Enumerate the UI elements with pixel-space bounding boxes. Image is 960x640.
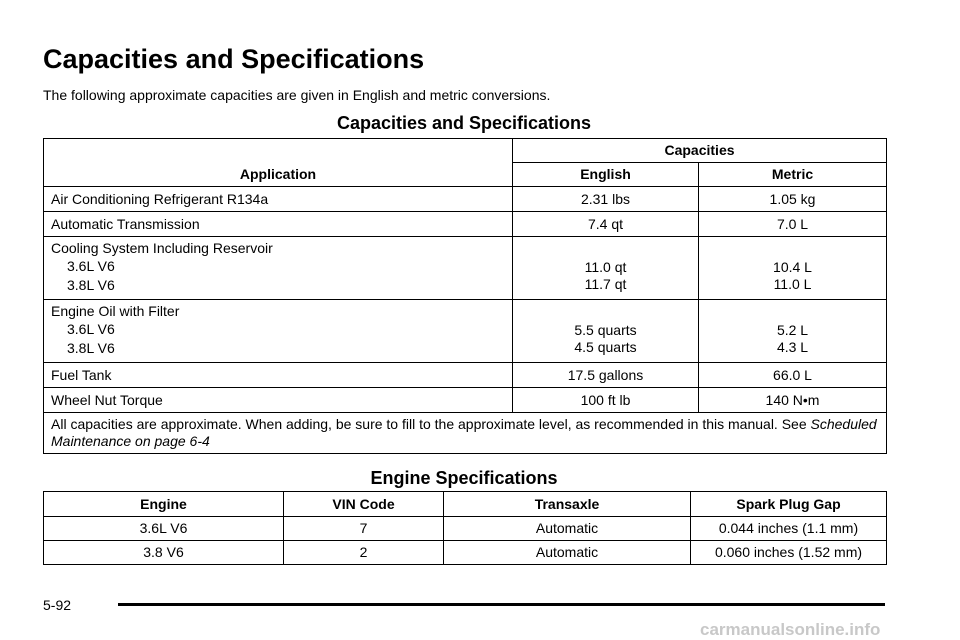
table-title: Capacities and Specifications [336, 113, 592, 133]
english-value: 4.5 quarts [574, 339, 637, 355]
intro: The following approximate capacities are… [43, 87, 551, 103]
cell: 3.8 V6 [43, 540, 284, 565]
metric-cell: 5.2 L 4.3 L [697, 299, 888, 363]
cell: 7 [283, 516, 444, 541]
table-row: Wheel Nut Torque 100 ft lb 140 N•m [43, 387, 888, 413]
application: Engine Oil with Filter [51, 303, 180, 319]
english-cell: 5.5 quarts 4.5 quarts [512, 299, 699, 363]
metric-value: 5.2 L [776, 322, 809, 338]
english-value: 5.5 quarts [574, 322, 637, 338]
values: 5.2 L 4.3 L [706, 300, 879, 356]
table-title: Engine Specifications [370, 468, 558, 488]
metric-cell: 140 N•m [697, 387, 888, 413]
metric-cell: 66.0 L [697, 362, 888, 388]
header-cell: Application [43, 138, 513, 187]
english-cell: 2.31 lbs [512, 186, 699, 212]
metric-cell: 1.05 kg [697, 186, 888, 212]
header-cell: Metric [697, 162, 888, 187]
table-row: Cooling System Including Reservoir 3.6L V… [43, 236, 888, 300]
metric-value: 4.3 L [776, 339, 809, 355]
application: Cooling System Including Reservoir [51, 240, 273, 256]
application-cell: Fuel Tank [43, 362, 513, 388]
values: 5.5 quarts 4.5 quarts [520, 300, 691, 356]
footer-rule [118, 603, 885, 606]
english-cell: 100 ft lb [512, 387, 699, 413]
application-cell: Wheel Nut Torque [43, 387, 513, 413]
header-cell: VIN Code [283, 491, 444, 517]
application-cell: Air Conditioning Refrigerant R134a [43, 186, 513, 212]
page-title: Capacities and Specifications [43, 44, 425, 74]
table-row: 3.8 V6 2 Automatic 0.060 inches (1.52 mm) [43, 540, 887, 565]
header-cell: Engine [43, 491, 284, 517]
metric-value: 11.0 L [773, 276, 812, 292]
engine-table: Engine VIN Code Transaxle Spark Plug Gap 3.… [43, 491, 887, 565]
cell: Automatic [443, 540, 691, 565]
application-cell: Cooling System Including Reservoir 3.6L V… [43, 236, 513, 300]
english-value: 11.0 qt [584, 259, 627, 275]
note-cell: All capacities are approximate. When add… [42, 412, 888, 454]
metric-cell: 7.0 L [697, 211, 888, 237]
capacities-table: Application Capacities English Metric Ai… [42, 138, 888, 454]
table-row: Engine Oil with Filter 3.6L V6 3.8L V6 5.5 … [43, 299, 888, 363]
values: 10.4 L 11.0 L [706, 237, 879, 293]
note-row: All capacities are approximate. When add… [42, 412, 888, 454]
sub-label: 3.6L V6 [67, 258, 115, 274]
page-number: 5-92 [43, 597, 72, 613]
english-cell: 7.4 qt [512, 211, 699, 237]
table-row: Automatic Transmission 7.4 qt 7.0 L [43, 211, 888, 237]
english-cell: 11.0 qt 11.7 qt [512, 236, 699, 300]
sub-label: 3.8L V6 [67, 340, 115, 356]
values: 11.0 qt 11.7 qt [520, 237, 691, 293]
english-cell: 17.5 gallons [512, 362, 699, 388]
application-cell: Automatic Transmission [43, 211, 513, 237]
cell: 2 [283, 540, 444, 565]
english-value: 11.7 qt [584, 276, 627, 292]
table-row: 3.6L V6 7 Automatic 0.044 inches (1.1 mm) [43, 516, 887, 541]
table-row: Fuel Tank 17.5 gallons 66.0 L [43, 362, 888, 388]
cell: 3.6L V6 [43, 516, 284, 541]
application-cell: Engine Oil with Filter 3.6L V6 3.8L V6 [43, 299, 513, 363]
header-cell: Transaxle [443, 491, 691, 517]
header-cell: English [512, 162, 699, 187]
cell: 0.044 inches (1.1 mm) [690, 516, 887, 541]
sub-label: 3.8L V6 [67, 277, 115, 293]
watermark: carmanualsonline.info [700, 620, 881, 639]
metric-cell: 10.4 L 11.0 L [697, 236, 888, 300]
header-cell: Spark Plug Gap [690, 491, 887, 517]
note-reference: Scheduled Maintenance on page 6-4 [51, 416, 877, 449]
sub-label: 3.6L V6 [67, 321, 115, 337]
note-text: All capacities are approximate. When add… [51, 416, 811, 432]
cell: Automatic [443, 516, 691, 541]
metric-value: 10.4 L [773, 259, 812, 275]
table-row: Air Conditioning Refrigerant R134a 2.31 l… [43, 186, 888, 212]
cell: 0.060 inches (1.52 mm) [690, 540, 887, 565]
header-cell: Capacities [511, 138, 888, 163]
